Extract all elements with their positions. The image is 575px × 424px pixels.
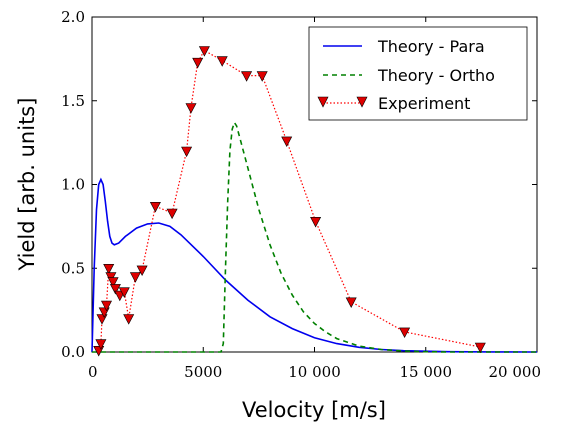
experiment-point	[474, 342, 486, 354]
experiment-point	[107, 277, 119, 288]
y-tick-label: 0.0	[61, 343, 85, 361]
series-line	[92, 120, 537, 353]
x-tick-label: 10 000	[288, 363, 341, 381]
x-tick-label: 15 000	[400, 363, 453, 381]
x-tick-label: 20 000	[489, 363, 542, 381]
experiment-point	[129, 272, 141, 283]
y-tick-label: 0.5	[61, 259, 85, 277]
legend-label-experiment: Experiment	[378, 94, 470, 113]
experiment-point	[93, 346, 105, 357]
legend-box	[308, 26, 528, 121]
y-axis-label: Yield [arb. units]	[15, 98, 39, 272]
x-tick-label: 5000	[184, 363, 222, 381]
y-tick-labels: 0.0 0.5 1.0 1.5 2.0	[61, 8, 85, 361]
experiment-point	[149, 202, 161, 213]
experiment-point	[96, 314, 108, 325]
experiment-point	[310, 217, 322, 228]
experiment-point	[192, 57, 204, 69]
experiment-point	[123, 314, 135, 325]
y-tick-label: 2.0	[61, 8, 85, 26]
experiment-point	[136, 265, 148, 277]
experiment-point	[103, 264, 115, 275]
legend: Theory - Para Theory - Ortho Experiment	[308, 26, 528, 121]
x-tick-labels: 0 5000 10 000 15 000 20 000	[88, 363, 541, 381]
experiment-point	[241, 71, 253, 82]
series-theory-para	[91, 177, 538, 353]
experiment-point	[216, 56, 228, 67]
legend-marker-experiment-right	[356, 96, 368, 108]
series-theory-ortho	[92, 120, 537, 353]
experiment-point	[181, 146, 193, 158]
experiment-point	[101, 300, 112, 312]
x-tick-label: 0	[88, 363, 98, 381]
x-axis-label: Velocity [m/s]	[242, 398, 386, 422]
experiment-point	[256, 71, 268, 82]
experiment-point	[185, 103, 197, 114]
experiment-point	[95, 339, 107, 350]
experiment-point	[281, 136, 293, 148]
experiment-point	[109, 284, 121, 295]
experiment-point	[166, 208, 178, 220]
y-tick-label: 1.0	[61, 176, 85, 194]
experiment-point	[198, 46, 210, 57]
legend-label-para: Theory - Para	[377, 37, 485, 56]
series-layer	[91, 46, 538, 357]
y-tick-label: 1.5	[61, 92, 85, 110]
series-line	[91, 177, 538, 353]
series-line	[98, 49, 481, 351]
legend-marker-experiment-left	[317, 96, 329, 108]
legend-label-ortho: Theory - Ortho	[377, 66, 495, 85]
series-experiment	[93, 46, 486, 357]
experiment-point	[399, 327, 411, 339]
experiment-point	[118, 287, 130, 298]
experiment-point	[345, 297, 357, 308]
